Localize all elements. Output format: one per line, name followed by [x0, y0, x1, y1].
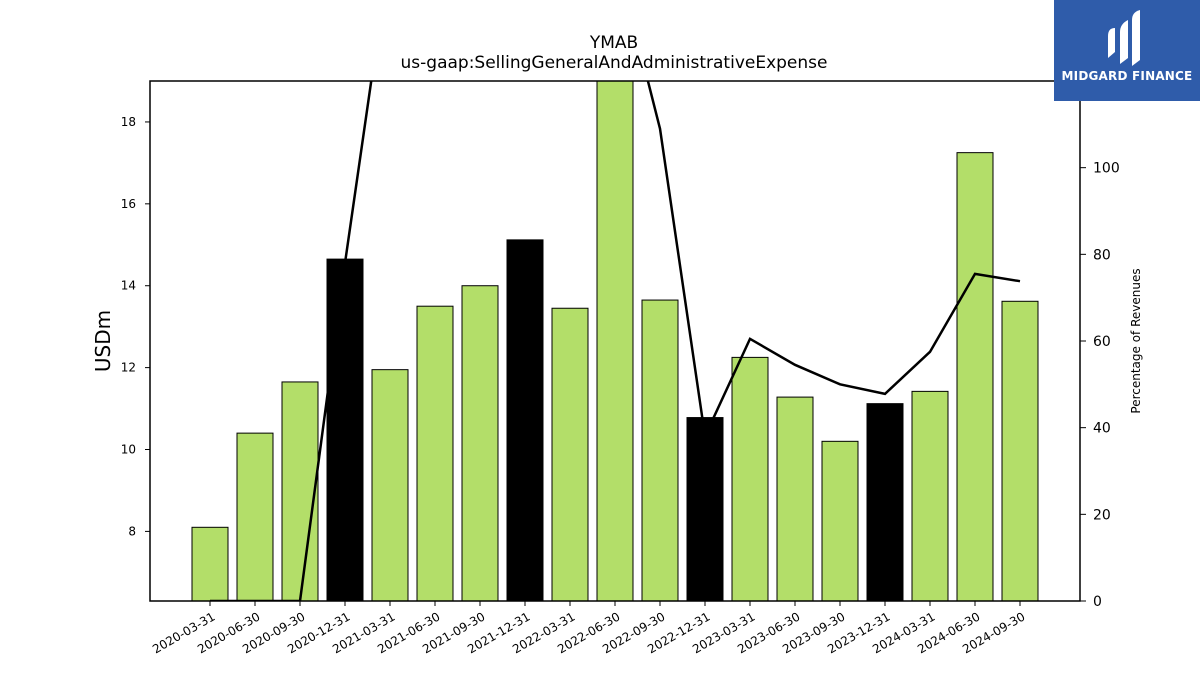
bar-2021-09-30 [461, 285, 499, 602]
y-right-tick-label: 0 [1093, 594, 1102, 610]
y-axis-left-ticks: 8 10 12 14 16 18 [121, 115, 150, 538]
bar-2020-12-31 [326, 258, 364, 602]
y-right-tick-label: 60 [1093, 334, 1111, 350]
y-axis-right-label: Percentage of Revenues [1129, 268, 1143, 413]
y-left-tick-label: 18 [121, 115, 136, 129]
y-right-tick-label: 80 [1093, 247, 1111, 263]
y-left-tick-label: 12 [121, 361, 136, 375]
bar-2020-03-31 [191, 526, 229, 602]
chart-subtitle: us-gaap:SellingGeneralAndAdministrativeE… [401, 53, 828, 73]
bar-2023-09-30 [821, 440, 859, 602]
revenue-pct-line-group [210, 81, 1021, 601]
y-left-tick-label: 10 [121, 443, 136, 457]
bar-2021-12-31 [506, 239, 544, 602]
bar-2020-06-30 [236, 432, 274, 602]
brand-name: MIDGARD FINANCE [1061, 69, 1193, 83]
bar-2022-09-30 [641, 299, 679, 602]
x-axis-ticks: 2020-03-312020-06-302020-09-302020-12-31… [150, 601, 1028, 656]
y-left-tick-label: 16 [121, 197, 136, 211]
y-axis-right-ticks: 0 20 40 60 80 100 [1080, 161, 1120, 610]
y-right-tick-label: 20 [1093, 507, 1111, 523]
bar-2023-06-30 [776, 396, 814, 602]
bar-2023-12-31 [866, 403, 904, 602]
bar-2022-12-31 [686, 417, 724, 602]
y-right-tick-label: 100 [1093, 161, 1120, 177]
brand-logo: MIDGARD FINANCE [1054, 0, 1200, 101]
bar-2024-09-30 [1001, 300, 1039, 602]
bar-2020-09-30 [281, 381, 319, 602]
bar-2021-06-30 [416, 305, 454, 602]
logo-mark-icon [1108, 10, 1140, 66]
revenue-pct-line-0 [210, 81, 373, 601]
bar-2021-03-31 [371, 369, 409, 602]
y-left-tick-label: 8 [128, 524, 136, 538]
bar-2024-06-30 [956, 152, 994, 602]
bar-group [191, 80, 1039, 602]
y-left-tick-label: 14 [121, 279, 136, 293]
y-axis-left-label: USDm [91, 310, 115, 372]
chart-title: YMAB [589, 33, 638, 53]
bar-2022-06-30 [596, 80, 634, 602]
revenue-pct-line-1 [646, 81, 1021, 441]
bar-2024-03-31 [911, 390, 949, 602]
bar-2022-03-31 [551, 307, 589, 602]
bar-2023-03-31 [731, 356, 769, 602]
y-right-tick-label: 40 [1093, 421, 1111, 437]
